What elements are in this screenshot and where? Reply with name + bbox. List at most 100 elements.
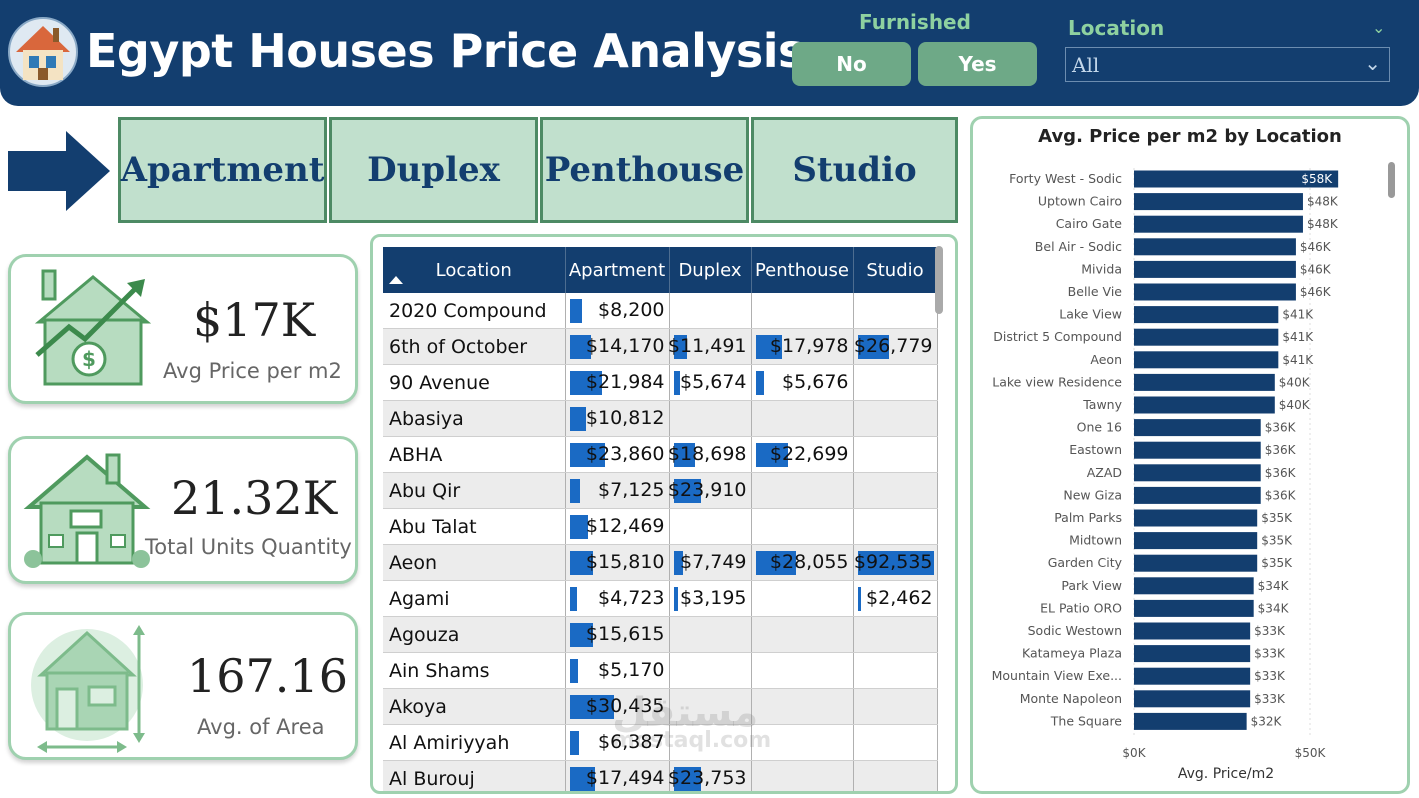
cell-duplex: $3,195 bbox=[669, 580, 752, 617]
cell-location: Agouza bbox=[383, 616, 566, 653]
data-label: $40K bbox=[1279, 375, 1311, 389]
y-tick-label: Eastown bbox=[1069, 442, 1122, 457]
chevron-down-icon[interactable]: ⌄ bbox=[1372, 18, 1386, 37]
data-bar bbox=[755, 371, 764, 395]
matrix-scrollbar[interactable] bbox=[935, 246, 943, 314]
cell-value: $23,860 bbox=[585, 443, 665, 465]
table-row[interactable]: Akoya $30,435 bbox=[383, 688, 938, 725]
avg-price-location-chart: Avg. Price per m2 by Location $0K $50K Fort… bbox=[992, 126, 1342, 782]
data-label: $33K bbox=[1254, 692, 1286, 706]
watermark: مستقل mostaql.com bbox=[612, 690, 771, 753]
col-header-apartment[interactable]: Apartment bbox=[565, 247, 670, 293]
chart-bar bbox=[1134, 351, 1279, 369]
y-tick-label: Katameya Plaza bbox=[1022, 646, 1122, 661]
table-row[interactable]: ABHA $23,860 $18,698 $22,699 bbox=[383, 436, 938, 473]
cell-location: Al Burouj bbox=[383, 760, 566, 791]
furnished-no-button[interactable]: No bbox=[792, 42, 911, 86]
cell-studio: $26,779 bbox=[853, 328, 938, 365]
cell-location: 6th of October bbox=[383, 328, 566, 365]
cell-value: $7,749 bbox=[680, 551, 747, 573]
matrix-header-row: Location Apartment Duplex Penthouse Stud… bbox=[383, 247, 938, 293]
col-header-location[interactable]: Location bbox=[383, 247, 566, 293]
chart-bar bbox=[1134, 306, 1279, 324]
data-label: $33K bbox=[1254, 669, 1286, 683]
col-header-location-label: Location bbox=[435, 259, 512, 281]
chart-bar bbox=[1134, 645, 1251, 663]
cell-value: $6,387 bbox=[598, 731, 665, 753]
chart-scrollbar[interactable] bbox=[1388, 162, 1395, 198]
cell-value: $4,723 bbox=[598, 587, 665, 609]
cell-duplex bbox=[669, 400, 752, 437]
col-header-studio[interactable]: Studio bbox=[853, 247, 938, 293]
cell-penthouse bbox=[751, 760, 854, 791]
data-bar bbox=[569, 551, 593, 575]
data-label: $35K bbox=[1261, 556, 1293, 570]
data-label: $34K bbox=[1258, 579, 1290, 593]
cell-value: $22,699 bbox=[769, 443, 849, 465]
table-row[interactable]: 90 Avenue $21,984 $5,674 $5,676 bbox=[383, 364, 938, 401]
cell-apartment: $17,494 bbox=[565, 760, 670, 791]
y-tick-label: Mivida bbox=[1081, 261, 1122, 276]
table-row[interactable]: Abu Qir $7,125 $23,910 bbox=[383, 472, 938, 509]
y-tick-label: Mountain View Exe... bbox=[992, 668, 1122, 683]
cell-studio bbox=[853, 616, 938, 653]
cell-apartment: $21,984 bbox=[565, 364, 670, 401]
type-button-studio[interactable]: Studio bbox=[751, 117, 958, 223]
cell-location: Abu Talat bbox=[383, 508, 566, 545]
data-bar bbox=[673, 587, 678, 611]
cell-value: $11,491 bbox=[667, 335, 747, 357]
table-row[interactable]: Ain Shams $5,170 bbox=[383, 652, 938, 689]
cell-duplex: $18,698 bbox=[668, 436, 752, 473]
cell-value: $5,170 bbox=[598, 659, 665, 681]
chart-bar bbox=[1134, 622, 1251, 640]
table-row[interactable]: 2020 Compound $8,200 bbox=[383, 293, 938, 329]
house-logo-icon bbox=[8, 17, 78, 87]
location-dropdown[interactable]: All ⌄ bbox=[1065, 47, 1390, 82]
y-tick-label: Sodic Westown bbox=[1028, 623, 1122, 638]
table-row[interactable]: 6th of October $14,170 $11,491 $17,978 $26,7… bbox=[383, 328, 938, 365]
data-bar bbox=[569, 587, 577, 611]
data-bar bbox=[673, 551, 683, 575]
col-header-duplex[interactable]: Duplex bbox=[669, 247, 752, 293]
chart-bar bbox=[1134, 238, 1296, 256]
y-tick-label: Forty West - Sodic bbox=[1009, 171, 1122, 186]
cell-value: $8,200 bbox=[598, 299, 665, 321]
table-row[interactable]: Abu Talat $12,469 bbox=[383, 508, 938, 545]
table-row[interactable]: Abasiya $10,812 bbox=[383, 400, 938, 437]
data-bar bbox=[569, 515, 588, 539]
data-label: $46K bbox=[1300, 240, 1332, 254]
table-row[interactable]: Agami $4,723 $3,195 $2,462 bbox=[383, 580, 938, 617]
chart-title: Avg. Price per m2 by Location bbox=[1038, 126, 1342, 147]
x-axis-title: Avg. Price/m2 bbox=[1178, 766, 1274, 782]
cell-penthouse: $28,055 bbox=[751, 544, 854, 581]
cell-duplex: $23,910 bbox=[668, 472, 752, 509]
chart-bar bbox=[1134, 419, 1261, 437]
table-row[interactable]: Agouza $15,615 bbox=[383, 616, 938, 653]
data-label: $36K bbox=[1265, 488, 1297, 502]
table-row[interactable]: Al Burouj $17,494 $23,753 bbox=[383, 760, 938, 791]
table-row[interactable]: Al Amiriyyah $6,387 bbox=[383, 724, 938, 761]
kpi-units-label: Total Units Quantity bbox=[145, 535, 352, 559]
data-label: $58K bbox=[1301, 172, 1333, 186]
cell-value: $15,810 bbox=[585, 551, 665, 573]
table-row[interactable]: Aeon $15,810 $7,749 $28,055 $92,535 bbox=[383, 544, 938, 581]
y-tick-label: Cairo Gate bbox=[1056, 216, 1123, 231]
data-label: $36K bbox=[1265, 443, 1297, 457]
page-title: Egypt Houses Price Analysis bbox=[86, 24, 805, 78]
cell-value: $5,674 bbox=[680, 371, 747, 393]
y-tick-label: Monte Napoleon bbox=[1020, 691, 1122, 706]
sort-ascending-icon[interactable] bbox=[389, 276, 403, 284]
cell-apartment: $15,810 bbox=[565, 544, 670, 581]
kpi-area-value: 167.16 bbox=[187, 649, 348, 703]
type-button-duplex[interactable]: Duplex bbox=[329, 117, 538, 223]
type-button-apartment[interactable]: Apartment bbox=[118, 117, 327, 223]
type-button-penthouse[interactable]: Penthouse bbox=[540, 117, 749, 223]
cell-location: ABHA bbox=[383, 436, 566, 473]
furnished-yes-button[interactable]: Yes bbox=[918, 42, 1037, 86]
col-header-penthouse[interactable]: Penthouse bbox=[751, 247, 854, 293]
cell-penthouse bbox=[751, 616, 854, 653]
data-label: $46K bbox=[1300, 285, 1332, 299]
data-label: $33K bbox=[1254, 647, 1286, 661]
cell-duplex: $7,749 bbox=[669, 544, 752, 581]
cell-penthouse bbox=[751, 293, 854, 329]
